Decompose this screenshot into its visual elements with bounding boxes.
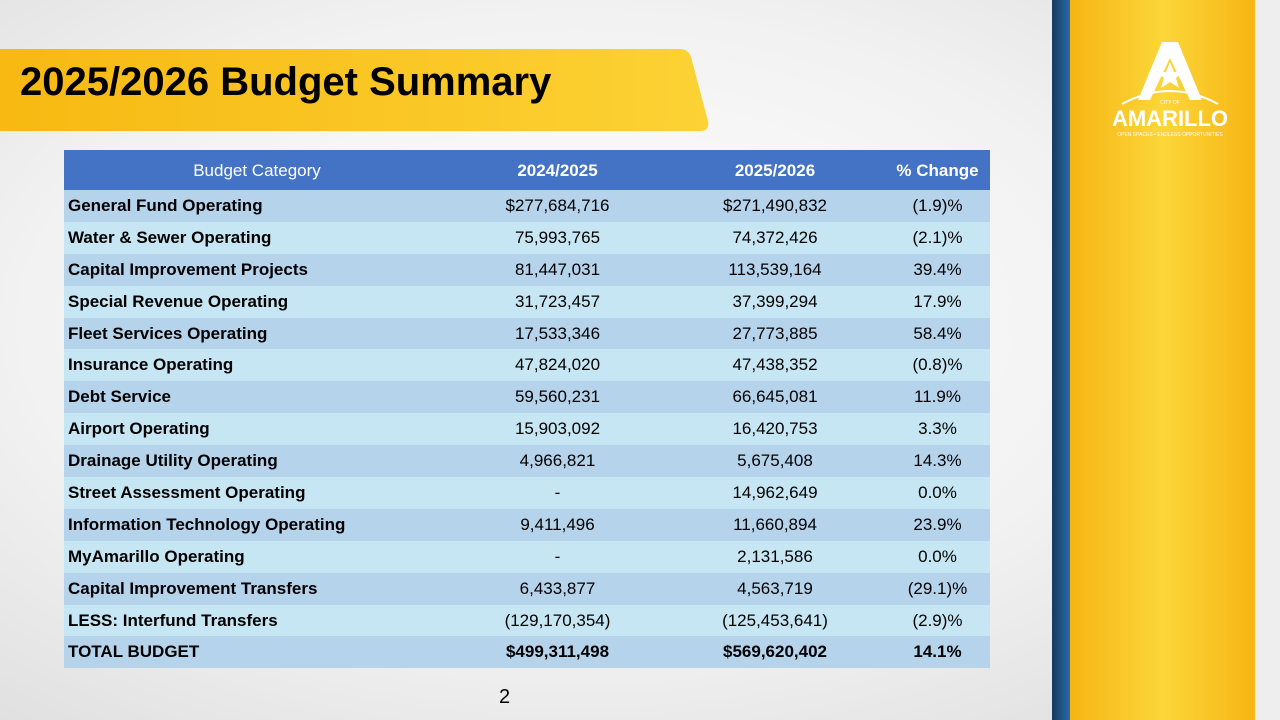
side-panel: CITY OF AMARILLO OPEN SPACES • ENDLESS O… bbox=[1052, 0, 1280, 720]
cell: 81,447,031 bbox=[450, 253, 665, 286]
cell: 16,420,753 bbox=[665, 413, 885, 446]
cell: (29.1)% bbox=[885, 572, 990, 605]
cell: $569,620,402 bbox=[665, 636, 885, 669]
table-row: Information Technology Operating 9,411,49… bbox=[64, 508, 990, 541]
row-label: Street Assessment Operating bbox=[64, 477, 450, 509]
column-header: 2024/2025 bbox=[450, 150, 665, 190]
cell: (129,170,354) bbox=[450, 604, 665, 637]
cell: 58.4% bbox=[885, 317, 990, 350]
row-label: LESS: Interfund Transfers bbox=[64, 604, 450, 637]
cell: 47,824,020 bbox=[450, 349, 665, 382]
header-row: Budget Category 2024/2025 2025/2026% Chang… bbox=[64, 150, 990, 190]
row-label: Water & Sewer Operating bbox=[64, 221, 450, 254]
row-label: General Fund Operating bbox=[64, 190, 450, 222]
logo-tagline: OPEN SPACES • ENDLESS OPPORTUNITIES bbox=[1117, 132, 1223, 138]
row-label: Insurance Operating bbox=[64, 349, 450, 382]
table-row: LESS: Interfund Transfers (129,170,354) (1… bbox=[64, 604, 990, 637]
cell: $277,684,716 bbox=[450, 190, 665, 222]
cell: 14,962,649 bbox=[665, 477, 885, 509]
cell: (1.9)% bbox=[885, 190, 990, 222]
table-row: Special Revenue Operating 31,723,457 37,39… bbox=[64, 285, 990, 318]
table-row: Capital Improvement Transfers 6,433,877 4,… bbox=[64, 572, 990, 605]
cell: (2.1)% bbox=[885, 221, 990, 254]
cell: 0.0% bbox=[885, 477, 990, 509]
table-row: General Fund Operating $277,684,716 $271,4… bbox=[64, 190, 990, 222]
cell: $271,490,832 bbox=[665, 190, 885, 222]
cell: 31,723,457 bbox=[450, 285, 665, 318]
cell: 2,131,586 bbox=[665, 540, 885, 573]
table-row: Drainage Utility Operating 4,966,821 5,675… bbox=[64, 445, 990, 478]
cell: (125,453,641) bbox=[665, 604, 885, 637]
column-header: 2025/2026 bbox=[665, 150, 885, 190]
title-banner bbox=[0, 49, 709, 131]
row-label: Debt Service bbox=[64, 381, 450, 414]
cell: 6,433,877 bbox=[450, 572, 665, 605]
cell: 15,903,092 bbox=[450, 413, 665, 446]
cell: 113,539,164 bbox=[665, 253, 885, 286]
table-row: Insurance Operating 47,824,020 47,438,352(… bbox=[64, 349, 990, 382]
cell: 0.0% bbox=[885, 540, 990, 573]
table-row: Debt Service 59,560,231 66,645,081 11.9% bbox=[64, 381, 990, 414]
cell: 11,660,894 bbox=[665, 508, 885, 541]
cell: 17,533,346 bbox=[450, 317, 665, 350]
cell: 4,966,821 bbox=[450, 445, 665, 478]
table-row: Airport Operating 15,903,092 16,420,753 3.3… bbox=[64, 413, 990, 446]
logo-small: CITY OF bbox=[1160, 100, 1180, 106]
cell: (0.8)% bbox=[885, 349, 990, 382]
slide-title: 2025/2026 Budget Summary bbox=[20, 60, 552, 104]
cell: 39.4% bbox=[885, 253, 990, 286]
cell: 37,399,294 bbox=[665, 285, 885, 318]
row-label: Capital Improvement Transfers bbox=[64, 572, 450, 605]
row-label: Information Technology Operating bbox=[64, 508, 450, 541]
column-header: % Change bbox=[885, 150, 990, 190]
table-row: Fleet Services Operating 17,533,346 27,773… bbox=[64, 317, 990, 350]
column-header: Budget Category bbox=[64, 150, 450, 190]
cell: 3.3% bbox=[885, 413, 990, 446]
cell: 14.3% bbox=[885, 445, 990, 478]
cell: 9,411,496 bbox=[450, 508, 665, 541]
cell: 66,645,081 bbox=[665, 381, 885, 414]
cell: - bbox=[450, 540, 665, 573]
cell: 23.9% bbox=[885, 508, 990, 541]
cell: 11.9% bbox=[885, 381, 990, 414]
cell: 5,675,408 bbox=[665, 445, 885, 478]
row-label: Special Revenue Operating bbox=[64, 285, 450, 318]
table-row: Street Assessment Operating -14,962,649 0.… bbox=[64, 477, 990, 509]
row-label: TOTAL BUDGET bbox=[64, 636, 450, 669]
cell: 17.9% bbox=[885, 285, 990, 318]
cell: 4,563,719 bbox=[665, 572, 885, 605]
row-label: Airport Operating bbox=[64, 413, 450, 446]
row-label: Drainage Utility Operating bbox=[64, 445, 450, 478]
cell: 59,560,231 bbox=[450, 381, 665, 414]
cell: (2.9)% bbox=[885, 604, 990, 637]
cell: - bbox=[450, 477, 665, 509]
logo-name: AMARILLO bbox=[1112, 106, 1228, 131]
cell: 14.1% bbox=[885, 636, 990, 669]
row-label: Fleet Services Operating bbox=[64, 317, 450, 350]
cell: 75,993,765 bbox=[450, 221, 665, 254]
row-label: MyAmarillo Operating bbox=[64, 540, 450, 573]
table-row: Water & Sewer Operating 75,993,765 74,372,… bbox=[64, 221, 990, 254]
table-row: TOTAL BUDGET $499,311,498 $569,620,402 14.1… bbox=[64, 636, 990, 669]
table-body: General Fund Operating $277,684,716 $271,4… bbox=[64, 190, 990, 669]
cell: 74,372,426 bbox=[665, 221, 885, 254]
cell: 47,438,352 bbox=[665, 349, 885, 382]
page-number: 2 bbox=[499, 686, 511, 708]
budget-table: Budget Category 2024/2025 2025/2026% Chang… bbox=[64, 150, 990, 669]
cell: $499,311,498 bbox=[450, 636, 665, 669]
row-label: Capital Improvement Projects bbox=[64, 253, 450, 286]
table-row: Capital Improvement Projects 81,447,031 11… bbox=[64, 253, 990, 286]
cell: 27,773,885 bbox=[665, 317, 885, 350]
table-row: MyAmarillo Operating -2,131,586 0.0% bbox=[64, 540, 990, 573]
